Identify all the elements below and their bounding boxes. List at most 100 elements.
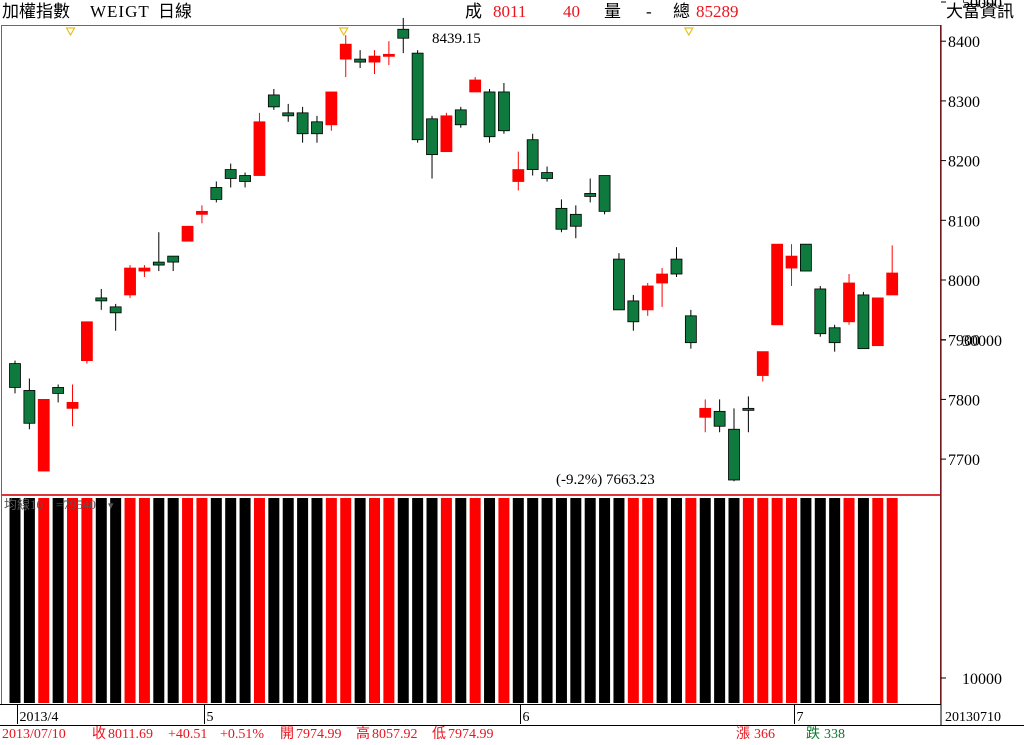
volume-bar bbox=[397, 498, 409, 703]
price-tick-label: 7800 bbox=[948, 392, 980, 409]
candle bbox=[742, 396, 755, 433]
candle-body bbox=[411, 52, 424, 141]
volume-bar bbox=[95, 498, 107, 703]
end-date-label: 20130710 bbox=[945, 710, 1001, 725]
candle-body bbox=[498, 91, 510, 132]
month-label: 7 bbox=[797, 710, 804, 725]
candle-body bbox=[713, 410, 726, 427]
candle bbox=[181, 225, 194, 242]
volume-bar bbox=[67, 498, 79, 703]
candle bbox=[37, 398, 50, 472]
volume-bar bbox=[570, 498, 582, 703]
volume-bar bbox=[786, 498, 798, 703]
footer-low-label: 低 bbox=[432, 727, 446, 742]
candle bbox=[699, 399, 712, 433]
volume-bar bbox=[670, 498, 682, 703]
chart-frames bbox=[0, 25, 1024, 726]
candle bbox=[526, 133, 539, 176]
candle-body bbox=[210, 187, 223, 200]
volume-bar bbox=[742, 498, 754, 703]
volume-bar bbox=[196, 498, 208, 703]
candle bbox=[253, 112, 266, 176]
candle-body bbox=[469, 79, 482, 93]
volume-tick-label: 30000 bbox=[962, 333, 1002, 350]
volume-bar bbox=[253, 498, 265, 703]
volume-bar bbox=[282, 498, 294, 703]
candle-body bbox=[124, 267, 136, 296]
price-tick-label: 8100 bbox=[948, 213, 980, 230]
volume-bar bbox=[656, 498, 668, 703]
volume-bar bbox=[527, 498, 539, 703]
ma-dropdown-icon[interactable]: ▾ bbox=[108, 499, 114, 512]
candle bbox=[886, 245, 899, 296]
footer-down-count: 338 bbox=[824, 727, 845, 742]
candle bbox=[354, 50, 367, 69]
candle-body bbox=[239, 175, 251, 182]
volume-bar bbox=[268, 498, 280, 703]
footer-close-label: 收 bbox=[92, 727, 106, 742]
footer-open: 7974.99 bbox=[296, 727, 342, 742]
candle bbox=[684, 309, 697, 349]
candle-body bbox=[196, 210, 208, 215]
candle bbox=[454, 106, 467, 128]
volume-bar bbox=[297, 498, 309, 703]
candle bbox=[66, 384, 79, 427]
candle bbox=[641, 282, 654, 316]
volume-bar bbox=[239, 498, 251, 703]
volume-bar bbox=[800, 498, 812, 703]
candle-body bbox=[253, 121, 266, 176]
footer-close: 8011.69 bbox=[108, 727, 153, 742]
candle-body bbox=[267, 94, 280, 108]
candle-body bbox=[800, 243, 812, 272]
volume-bar bbox=[728, 498, 740, 703]
price-tick-label: 8000 bbox=[948, 273, 980, 290]
candle-body bbox=[382, 53, 395, 57]
candle-body bbox=[656, 273, 668, 284]
volume-bar bbox=[541, 498, 553, 703]
candle bbox=[440, 112, 453, 153]
volume-bar bbox=[210, 498, 222, 703]
footer-down-label: 跌 bbox=[806, 727, 820, 742]
volume-bar bbox=[857, 498, 869, 703]
candle bbox=[167, 255, 180, 272]
month-label: 6 bbox=[523, 710, 530, 725]
period-marker-icon bbox=[65, 27, 76, 37]
candle bbox=[569, 205, 582, 239]
volume-bar bbox=[369, 498, 380, 703]
period-marker-icon bbox=[338, 27, 349, 37]
total-value: 85289 bbox=[696, 2, 739, 21]
candlestick-series bbox=[9, 17, 899, 482]
volume-bar bbox=[829, 498, 841, 703]
ma-value: =79540 bbox=[56, 497, 96, 512]
candle-body bbox=[81, 321, 93, 361]
candle bbox=[210, 181, 223, 203]
candle bbox=[483, 88, 496, 143]
candle-body bbox=[354, 58, 367, 63]
candle bbox=[627, 294, 640, 331]
candle-body bbox=[641, 285, 654, 311]
candle-body bbox=[167, 255, 180, 263]
candle-body bbox=[296, 112, 309, 135]
volume-bar bbox=[52, 498, 64, 703]
candle-body bbox=[426, 118, 438, 156]
candle bbox=[9, 360, 21, 394]
candle-body bbox=[23, 390, 36, 424]
change-value: 40 bbox=[563, 2, 580, 21]
footer-high-label: 高 bbox=[356, 727, 370, 742]
volume-bar bbox=[642, 498, 654, 703]
volume-bar bbox=[311, 498, 323, 703]
candle bbox=[498, 82, 510, 134]
candle bbox=[339, 35, 352, 78]
candle bbox=[713, 399, 726, 433]
price-tick-label: 7700 bbox=[948, 452, 980, 469]
candle-body bbox=[843, 282, 855, 323]
candle-body bbox=[181, 225, 194, 242]
trade-label: 成 bbox=[465, 2, 482, 21]
volume-bar bbox=[124, 498, 136, 703]
candle bbox=[871, 297, 884, 347]
chart-labels: 8439.15 (-9.2%) 7663.23 均線10 =79540 ▾ 20… bbox=[4, 31, 1001, 725]
candle bbox=[771, 243, 784, 326]
candle-body bbox=[339, 43, 352, 60]
candle bbox=[397, 17, 410, 54]
volume-bar bbox=[886, 498, 898, 703]
